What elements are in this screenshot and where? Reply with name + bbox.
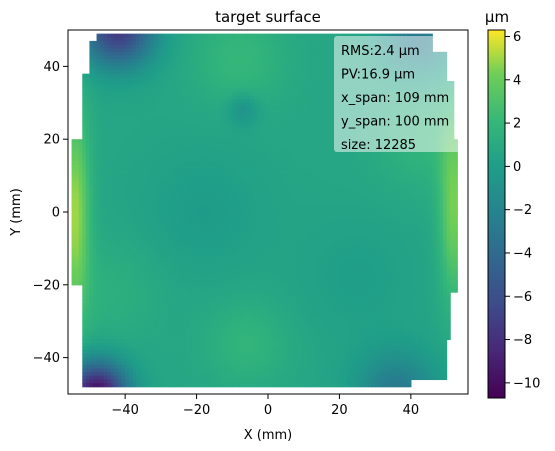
y-axis: 40 20 0 −20 −40 — [33, 60, 68, 366]
annotation-line: y_span: 100 mm — [341, 115, 449, 130]
x-axis: −40 −20 0 20 40 — [111, 394, 419, 418]
colorbar-tick-label: −4 — [513, 246, 532, 261]
annotation-box-bg — [334, 36, 460, 152]
colorbar-tick-label: 2 — [513, 117, 521, 132]
colorbar-unit-label: μm — [485, 8, 509, 26]
colorbar-tick-label: −2 — [513, 203, 532, 218]
x-axis-label: X (mm) — [244, 428, 293, 443]
x-tick-label: 0 — [264, 403, 272, 418]
colorbar-tick-label: 4 — [513, 73, 521, 88]
y-tick-label: 0 — [52, 206, 60, 221]
annotation-line: PV:16.9 μm — [341, 68, 415, 83]
colorbar-axis: 6 4 2 0 −2 −4 −6 −8 −10 — [505, 30, 540, 391]
y-tick-label: −40 — [33, 351, 60, 366]
annotation-box: RMS:2.4 μm PV:16.9 μm x_span: 109 mm y_span… — [334, 36, 460, 153]
chart-title: target surface — [215, 8, 321, 26]
y-axis-label: Y (mm) — [9, 188, 24, 237]
x-tick-label: 20 — [331, 403, 348, 418]
colorbar-tick-label: −6 — [513, 290, 532, 305]
colorbar-tick-label: 6 — [513, 30, 521, 45]
y-tick-label: 20 — [43, 133, 60, 148]
annotation-line: size: 12285 — [341, 138, 416, 153]
colorbar-tick-label: −10 — [513, 376, 540, 391]
x-tick-label: −40 — [111, 403, 138, 418]
y-tick-label: 40 — [43, 60, 60, 75]
annotation-line: RMS:2.4 μm — [341, 44, 420, 59]
x-tick-label: 40 — [403, 403, 420, 418]
colorbar-tick-label: 0 — [513, 160, 521, 175]
y-tick-label: −20 — [33, 278, 60, 293]
annotation-line: x_span: 109 mm — [341, 91, 449, 106]
x-tick-label: −20 — [183, 403, 210, 418]
colorbar-tick-label: −8 — [513, 333, 532, 348]
colorbar — [487, 29, 506, 399]
